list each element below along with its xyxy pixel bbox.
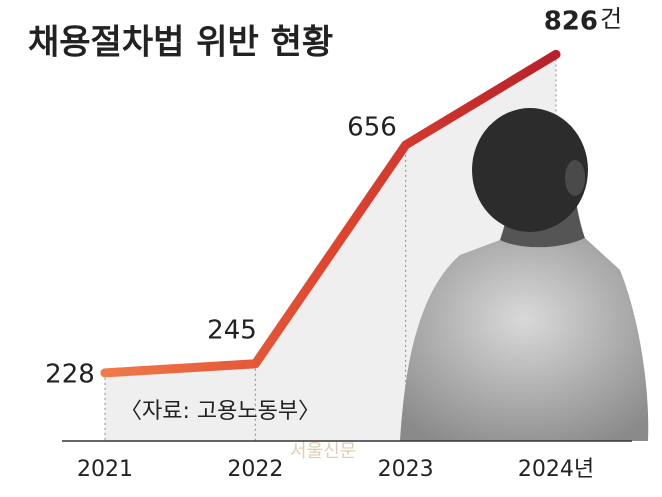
- illustration: [400, 108, 649, 441]
- value-label: 228: [45, 360, 95, 390]
- value-unit: 건: [600, 5, 622, 33]
- value-label: 826: [544, 7, 598, 37]
- watermark: 서울신문: [290, 441, 356, 462]
- source-note: 〈자료: 고용노동부〉: [120, 399, 320, 424]
- x-tick-label: 2023: [378, 457, 434, 482]
- x-tick-label: 2022: [227, 457, 283, 482]
- chart-title: 채용절차법 위반 현황: [28, 23, 333, 63]
- line: [100, 49, 561, 378]
- value-label: 245: [207, 316, 257, 346]
- x-tick-label: 2024년: [518, 457, 594, 482]
- value-label: 656: [347, 113, 397, 143]
- x-tick-label: 2021: [77, 457, 133, 482]
